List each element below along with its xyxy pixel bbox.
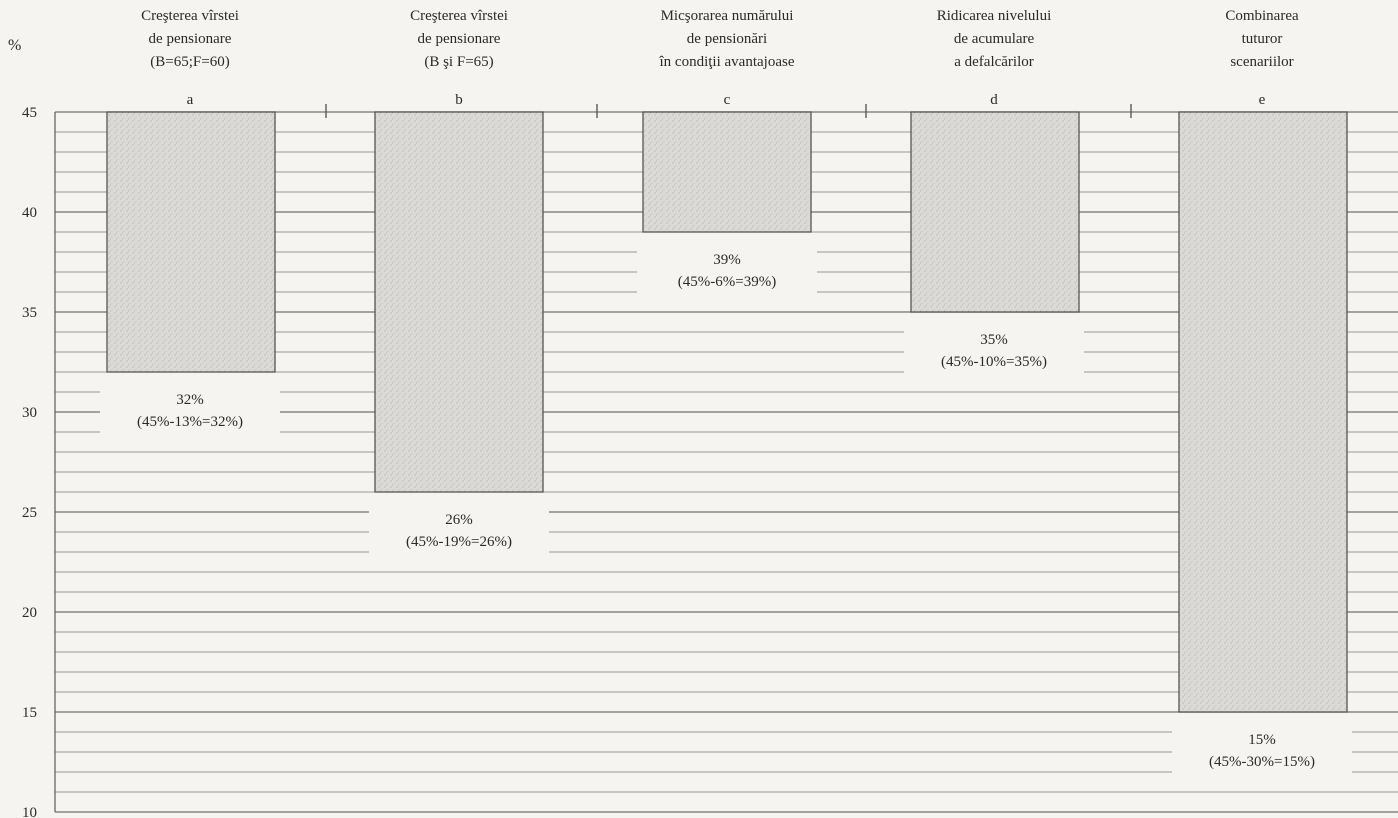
value-label-bg [100, 380, 280, 436]
y-tick-label: 30 [22, 405, 37, 421]
y-tick-label: 45 [22, 105, 37, 121]
bar [642, 111, 812, 233]
value-label: 32% [176, 392, 204, 408]
bar [106, 111, 276, 373]
value-label: 39% [713, 252, 741, 268]
category-title-line: de pensionare [149, 31, 232, 47]
category-title-line: tuturor [1242, 31, 1283, 47]
text-layer: 10 15 20 25 30 35 40 45 32% (45%-13%=32%) Creştere… [22, 8, 1315, 818]
formula-label: (45%-30%=15%) [1209, 754, 1315, 770]
formula-label: (45%-13%=32%) [137, 414, 243, 430]
value-label-bg [904, 320, 1084, 376]
formula-label: (45%-6%=39%) [678, 274, 776, 290]
bar-layer [100, 111, 1352, 776]
category-title-line: Creşterea vîrstei [141, 8, 239, 24]
value-label: 15% [1248, 732, 1276, 748]
y-tick-label: 10 [22, 805, 37, 818]
category-letter: c [724, 92, 731, 108]
category-title-line: (B şi F=65) [424, 54, 493, 70]
bar [910, 111, 1080, 313]
category-title-line: Creşterea vîrstei [410, 8, 508, 24]
y-tick-label: 20 [22, 605, 37, 621]
category-title-line: Ridicarea nivelului [937, 8, 1052, 24]
y-tick-label: 15 [22, 705, 37, 721]
category-title-line: a defalcărilor [954, 54, 1034, 70]
category-title-line: scenariilor [1230, 54, 1293, 70]
bar [374, 111, 544, 493]
y-tick-label: 25 [22, 505, 37, 521]
category-title-line: Combinarea [1225, 8, 1299, 24]
category-letter: a [187, 92, 194, 108]
y-tick-label: 40 [22, 205, 37, 221]
value-label-bg [369, 500, 549, 556]
formula-label: (45%-19%=26%) [406, 534, 512, 550]
bar [1178, 111, 1348, 713]
category-title-line: Micşorarea numărului [661, 8, 794, 24]
value-label: 35% [980, 332, 1008, 348]
formula-label: (45%-10%=35%) [941, 354, 1047, 370]
category-title-line: de acumulare [954, 31, 1035, 47]
value-label-bg [637, 240, 817, 296]
y-tick-label: 35 [22, 305, 37, 321]
category-title-line: (B=65;F=60) [150, 54, 229, 70]
value-label: 26% [445, 512, 473, 528]
category-title-line: de pensionări [687, 31, 767, 47]
category-letter: e [1259, 92, 1266, 108]
category-letter: d [990, 92, 998, 108]
category-title-line: în condiţii avantajoase [659, 54, 795, 70]
category-title-line: de pensionare [418, 31, 501, 47]
y-axis-label: % [8, 37, 21, 54]
value-label-bg [1172, 720, 1352, 776]
category-letter: b [455, 92, 463, 108]
